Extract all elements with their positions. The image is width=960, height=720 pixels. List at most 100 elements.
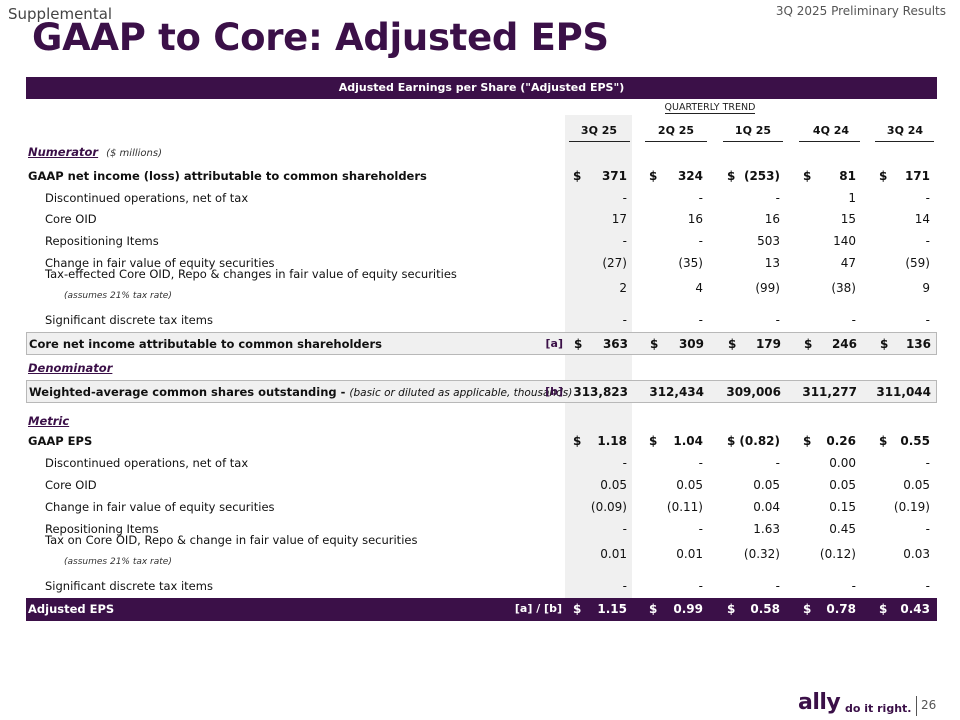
disc-ops-row: Discontinued operations, net of tax - - - 1 -	[26, 187, 937, 209]
value-cell: 0.58	[750, 602, 780, 616]
row-label-text: Repositioning Items	[45, 522, 159, 536]
row-label: Significant discrete tax items	[45, 575, 213, 597]
dollar-sign: $	[728, 337, 737, 351]
value-cell: 1.18	[597, 434, 627, 448]
value-cell: 312,434	[649, 385, 704, 399]
value-cell: -	[775, 579, 780, 593]
dollar-sign: $	[879, 169, 888, 183]
value-cell: 1.63	[753, 522, 780, 536]
value-cell: 246	[831, 337, 857, 351]
row-label: Core net income attributable to common s…	[29, 333, 382, 355]
value-cell: (253)	[743, 169, 780, 183]
value-cell: -	[851, 313, 856, 327]
tax-rate-note: (assumes 21% tax rate)	[64, 291, 172, 301]
value-cell: -	[851, 579, 856, 593]
equity-fv-row: Change in fair value of equity securitie…	[26, 252, 937, 274]
dollar-sign: $	[803, 169, 812, 183]
page-title: GAAP to Core: Adjusted EPS	[32, 16, 609, 59]
value-cell: 309	[678, 337, 704, 351]
slogan: do it right.	[845, 702, 912, 715]
value-cell: 0.05	[829, 478, 856, 492]
value-cell: 313,823	[573, 385, 628, 399]
current-quarter-shade	[565, 115, 632, 620]
gaap-eps-row: GAAP EPS $1.18 $1.04 $ (0.82) $0.26 $0.55	[26, 430, 937, 452]
metric-heading: Metric	[28, 414, 70, 428]
value-cell: 309,006	[726, 385, 781, 399]
row-label: GAAP net income (loss) attributable to c…	[28, 165, 427, 187]
weighted-shares-row: Weighted-average common shares outstandi…	[26, 380, 937, 403]
page-divider	[916, 696, 917, 716]
value-cell: 0.05	[676, 478, 703, 492]
row-label-text: GAAP net income (loss) attributable to c…	[28, 169, 427, 183]
value-cell: 47	[840, 256, 856, 270]
column-header: 3Q 24	[886, 124, 924, 137]
value-cell: (27)	[602, 256, 627, 270]
value-cell: 9	[922, 281, 930, 295]
numerator-note: ($ millions)	[106, 148, 162, 159]
row-label-text: Significant discrete tax items	[45, 313, 213, 327]
value-cell: (0.11)	[666, 500, 703, 514]
dollar-sign: $	[803, 602, 812, 616]
value-cell: (59)	[905, 256, 930, 270]
dollar-sign: $	[573, 434, 582, 448]
row-label-text: Significant discrete tax items	[45, 579, 213, 593]
value-cell: -	[925, 191, 930, 205]
eps-disc-ops-row: Discontinued operations, net of tax - - - 0.…	[26, 452, 937, 474]
eps-tax-row: Tax on Core OID, Repo & change in fair v…	[26, 533, 937, 575]
value-cell: 503	[757, 234, 780, 248]
column-header: 3Q 25	[580, 124, 618, 137]
row-reference-tag: [a] / [b]	[514, 602, 562, 615]
row-reference-tag: [a]	[545, 337, 563, 350]
row-label: Discontinued operations, net of tax	[45, 452, 248, 474]
denominator-heading: Denominator	[28, 361, 113, 375]
column-underline	[875, 141, 934, 142]
dollar-sign: $	[649, 434, 658, 448]
value-cell: 0.01	[600, 547, 627, 561]
column-header: 1Q 25	[734, 124, 772, 137]
trend-label-text: QUARTERLY TREND	[664, 102, 756, 114]
value-cell: 0.99	[673, 602, 703, 616]
value-cell: 13	[764, 256, 780, 270]
column-header: 4Q 24	[812, 124, 850, 137]
row-label-text: Discontinued operations, net of tax	[45, 191, 249, 205]
value-cell: -	[925, 579, 930, 593]
eps-discrete-tax-row: Significant discrete tax items - - - - -	[26, 575, 937, 597]
value-cell: 140	[833, 234, 856, 248]
dollar-sign: $	[880, 337, 889, 351]
value-cell: (0.19)	[893, 500, 930, 514]
row-label: Tax on Core OID, Repo & change in fair v…	[45, 529, 417, 551]
core-oid-row: Core OID 17 16 16 15 14	[26, 208, 937, 230]
row-label: Discontinued operations, net of tax	[45, 187, 248, 209]
value-cell: 0.01	[676, 547, 703, 561]
column-underline	[569, 141, 630, 142]
value-cell: 371	[601, 169, 627, 183]
value-cell: 0.00	[829, 456, 856, 470]
row-label: Adjusted EPS	[28, 598, 114, 620]
value-cell: -	[925, 313, 930, 327]
repositioning-row: Repositioning Items - - 503 140 -	[26, 230, 937, 252]
column-underline	[645, 141, 707, 142]
value-cell: 0.45	[829, 522, 856, 536]
dollar-sign: $	[727, 169, 736, 183]
value-cell: -	[698, 579, 703, 593]
row-label-text: Adjusted EPS	[28, 602, 115, 616]
dollar-sign: $	[649, 169, 658, 183]
value-cell: -	[925, 234, 930, 248]
value-cell: 311,044	[876, 385, 931, 399]
numerator-heading: Numerator ($ millions)	[28, 145, 162, 159]
row-note: (basic or diluted as applicable, thousan…	[349, 387, 573, 399]
value-cell: 15	[840, 212, 856, 226]
report-period-label: 3Q 2025 Preliminary Results	[775, 4, 946, 18]
dollar-sign: $	[650, 337, 659, 351]
value-cell: 4	[695, 281, 703, 295]
dollar-sign: $	[574, 337, 583, 351]
adjusted-eps-row: Adjusted EPS [a] / [b] $1.15 $0.99 $0.58 $0.7…	[26, 598, 937, 621]
value-cell: (0.12)	[819, 547, 856, 561]
numerator-title: Numerator	[28, 145, 99, 159]
eps-core-oid-row: Core OID 0.05 0.05 0.05 0.05 0.05	[26, 474, 937, 496]
value-cell: -	[622, 522, 627, 536]
row-reference-tag: [b]	[545, 385, 563, 398]
table-banner: Adjusted Earnings per Share ("Adjusted E…	[26, 77, 937, 99]
row-label-text: Discontinued operations, net of tax	[45, 456, 249, 470]
row-label-text: Tax on Core OID, Repo & change in fair v…	[45, 533, 418, 547]
